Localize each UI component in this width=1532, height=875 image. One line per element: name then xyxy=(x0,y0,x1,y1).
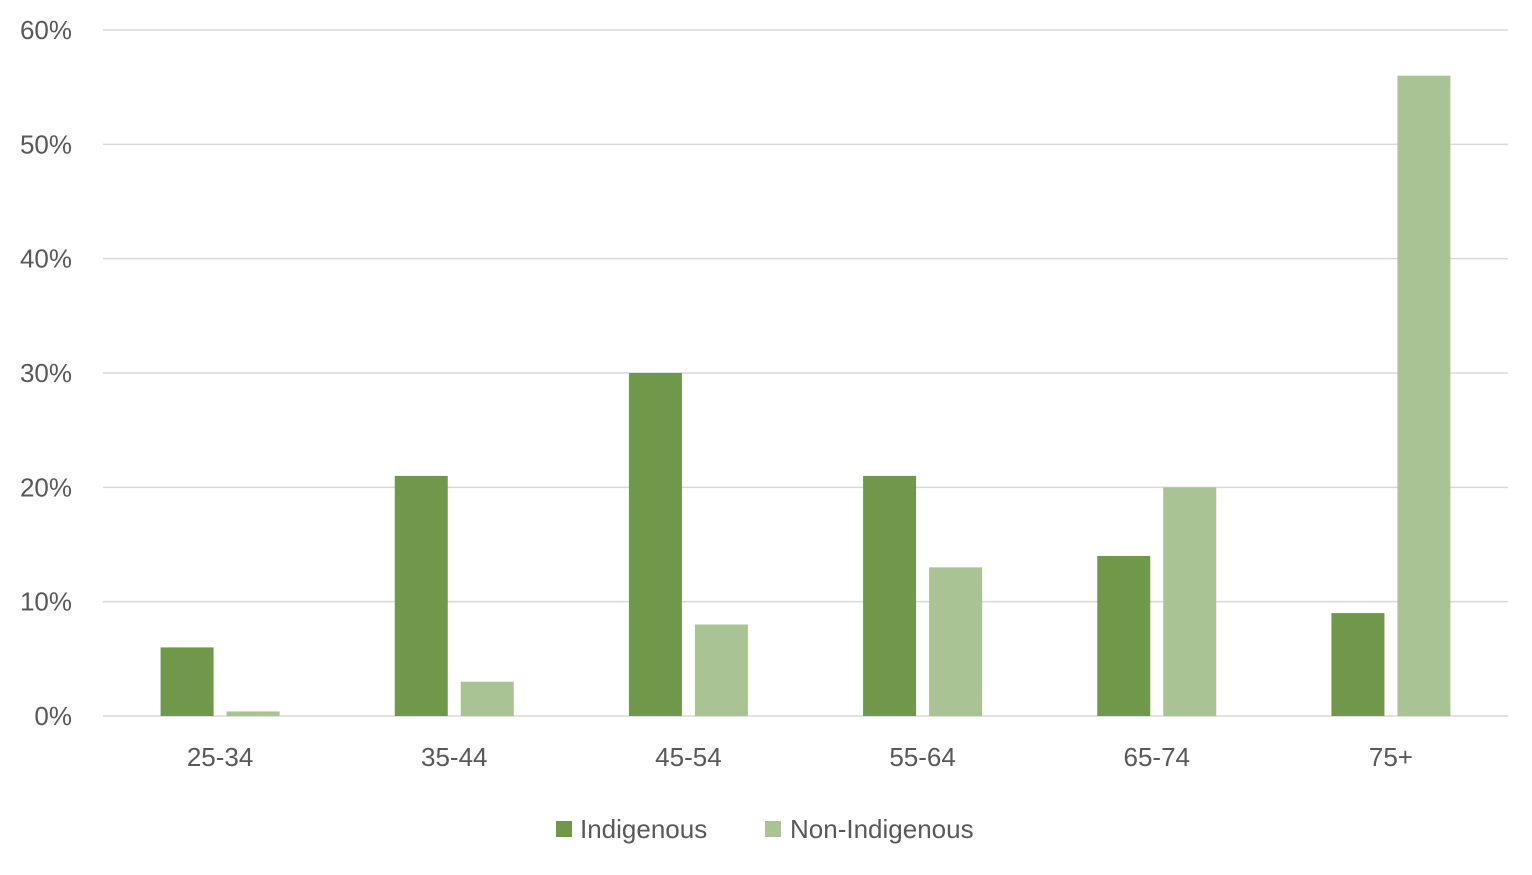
bars xyxy=(160,75,1451,716)
x-tick-label: 55-64 xyxy=(889,742,956,772)
legend-label: Non-Indigenous xyxy=(790,814,974,844)
x-tick-label: 65-74 xyxy=(1124,742,1191,772)
bar-indigenous-5564 xyxy=(863,475,917,716)
bar-indigenous-3544 xyxy=(394,475,448,716)
y-tick-label: 20% xyxy=(20,472,72,502)
legend-label: Indigenous xyxy=(580,814,707,844)
y-axis-tick-labels: 0% 10% 20% 30% 40% 50% 60% xyxy=(20,15,72,731)
x-axis-tick-labels: 25-34 35-44 45-54 55-64 65-74 75+ xyxy=(187,742,1413,772)
y-tick-label: 40% xyxy=(20,244,72,274)
bar-indigenous-75 xyxy=(1331,613,1385,716)
bar-indigenous-4554 xyxy=(628,373,682,716)
y-tick-label: 50% xyxy=(20,129,72,159)
x-tick-label: 25-34 xyxy=(187,742,254,772)
x-tick-label: 75+ xyxy=(1369,742,1413,772)
y-tick-label: 10% xyxy=(20,587,72,617)
bar-non-indigenous-6574 xyxy=(1163,487,1217,716)
legend: Indigenous Non-Indigenous xyxy=(556,814,974,844)
bar-non-indigenous-75 xyxy=(1397,75,1451,716)
legend-swatch xyxy=(765,821,781,837)
bar-non-indigenous-4554 xyxy=(694,624,748,716)
gridlines xyxy=(103,29,1508,717)
bar-indigenous-2534 xyxy=(160,647,214,716)
bar-indigenous-6574 xyxy=(1097,555,1151,716)
x-tick-label: 45-54 xyxy=(655,742,722,772)
y-tick-label: 30% xyxy=(20,358,72,388)
x-tick-label: 35-44 xyxy=(421,742,488,772)
bar-non-indigenous-2534 xyxy=(226,711,280,716)
bar-non-indigenous-5564 xyxy=(929,567,983,716)
y-tick-label: 0% xyxy=(34,701,72,731)
legend-swatch xyxy=(556,821,572,837)
y-tick-label: 60% xyxy=(20,15,72,45)
bar-non-indigenous-3544 xyxy=(460,681,514,716)
